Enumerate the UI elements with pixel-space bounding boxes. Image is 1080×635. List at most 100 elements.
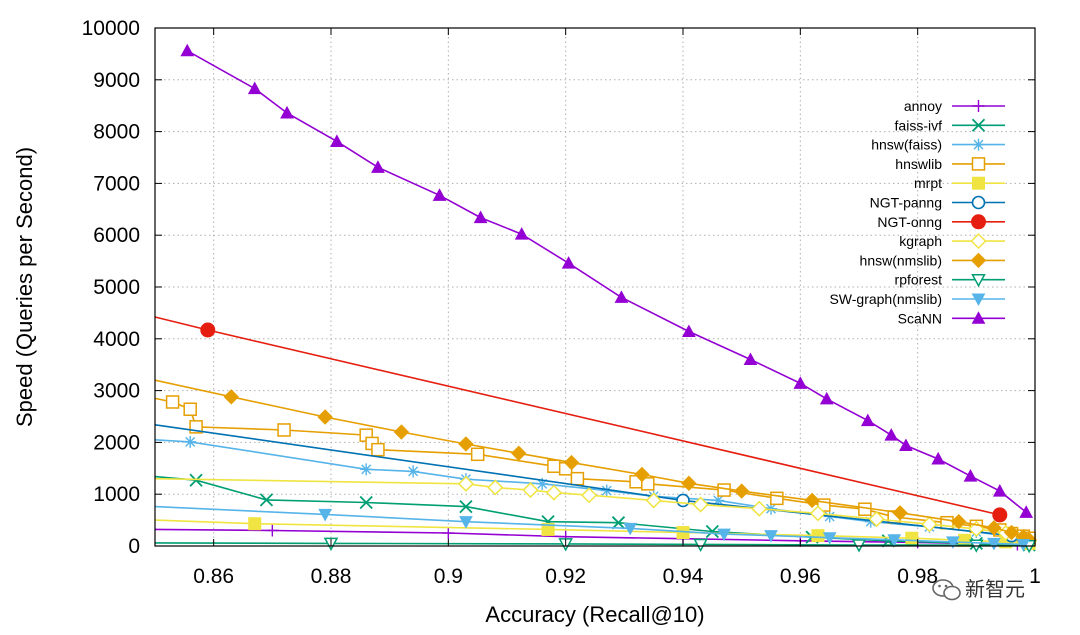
data-point (371, 442, 385, 457)
data-point (992, 507, 1008, 523)
y-tick-label: 6000 (93, 224, 140, 247)
grid (155, 28, 1035, 546)
data-point (581, 487, 598, 504)
data-point (987, 537, 1001, 551)
data-point (693, 538, 708, 553)
legend-label: hnsw(faiss) (871, 137, 942, 153)
data-point (705, 524, 719, 539)
data-point (946, 536, 960, 549)
legend: annoy faiss-ivf hnsw(faiss) hnswlib mrpt NGT-… (829, 98, 1005, 326)
data-point (371, 160, 385, 173)
y-axis-label: Speed (Queries per Second) (12, 147, 37, 427)
legend-marker (971, 273, 986, 288)
legend-item: faiss-ivf (895, 117, 1005, 133)
data-point (899, 438, 913, 452)
data-point (884, 428, 899, 441)
data-point (645, 492, 662, 509)
data-point (180, 43, 195, 57)
data-point (712, 494, 725, 507)
x-tick-label: 0.92 (545, 565, 586, 588)
data-point (743, 352, 758, 366)
data-point (764, 530, 778, 543)
legend-marker (972, 176, 985, 190)
data-point (259, 493, 274, 507)
series-hnsw(nmslib) (154, 379, 1037, 548)
data-point (459, 499, 473, 514)
data-point (682, 324, 696, 338)
y-tick-label: 1000 (93, 483, 140, 506)
x-tick-label: 0.88 (311, 565, 352, 588)
data-point (892, 505, 908, 521)
data-point (393, 424, 410, 440)
legend-item: mrpt (914, 175, 1005, 191)
data-point (563, 454, 580, 471)
legend-item: rpforest (895, 272, 1005, 288)
data-point (473, 210, 488, 224)
data-point (442, 527, 455, 540)
data-point (717, 483, 731, 497)
legend-item: NGT-panng (870, 195, 1005, 211)
legend-label: hnsw(nmslib) (860, 252, 942, 268)
legend-item: hnsw(nmslib) (860, 252, 1005, 268)
data-point (514, 227, 529, 240)
y-tick-label: 10000 (82, 17, 140, 40)
data-point (280, 105, 294, 119)
x-axis-label: Accuracy (Recall@10) (485, 602, 704, 627)
data-point (931, 451, 946, 465)
data-point (641, 477, 655, 491)
legend-marker (971, 118, 986, 132)
x-tick-label: 0.98 (897, 565, 938, 588)
data-point (793, 376, 808, 389)
data-point (200, 322, 216, 338)
data-point (819, 391, 834, 405)
y-tick-label: 7000 (93, 172, 140, 195)
data-point (547, 459, 561, 473)
data-point (522, 481, 539, 499)
legend-marker (970, 233, 987, 250)
legend-marker (971, 214, 986, 230)
data-point (864, 515, 877, 528)
data-point (681, 475, 697, 492)
data-point (470, 447, 485, 462)
x-tick-label: 0.9 (434, 565, 463, 588)
data-point (545, 484, 562, 501)
legend-marker (972, 138, 985, 151)
legend-item: kgraph (899, 233, 1005, 250)
data-point (458, 436, 474, 452)
legend-marker (970, 252, 987, 269)
legend-label: NGT-panng (870, 195, 942, 211)
legend-label: ScaNN (898, 310, 942, 326)
data-point (811, 529, 825, 543)
data-point (676, 493, 690, 508)
data-point (692, 496, 709, 513)
legend-label: mrpt (914, 175, 942, 191)
x-tick-label: 0.94 (663, 565, 704, 588)
data-point (600, 484, 613, 497)
legend-marker (971, 293, 986, 307)
data-point (407, 465, 420, 478)
data-point (330, 134, 344, 147)
data-point (986, 520, 1002, 536)
data-point (1019, 505, 1034, 518)
legend-label: annoy (904, 98, 942, 114)
data-point (733, 483, 750, 499)
data-point (809, 505, 826, 522)
y-tick-label: 5000 (93, 276, 140, 299)
legend-item: hnsw(faiss) (871, 137, 1005, 153)
data-point (634, 466, 650, 483)
legend-label: rpforest (895, 272, 943, 288)
data-point (541, 522, 555, 536)
legend-marker (971, 195, 986, 210)
data-point (511, 445, 527, 461)
legend-label: kgraph (899, 233, 942, 249)
x-tick-label: 0.86 (193, 565, 234, 588)
wechat-icon (932, 579, 961, 601)
x-tick-label: 0.96 (780, 565, 821, 588)
data-point (189, 473, 203, 487)
data-point (765, 502, 777, 515)
y-tick-label: 0 (128, 535, 140, 558)
data-point (822, 532, 837, 545)
data-point (1016, 538, 1031, 552)
legend-label: hnswlib (895, 156, 942, 172)
data-point (921, 516, 938, 533)
